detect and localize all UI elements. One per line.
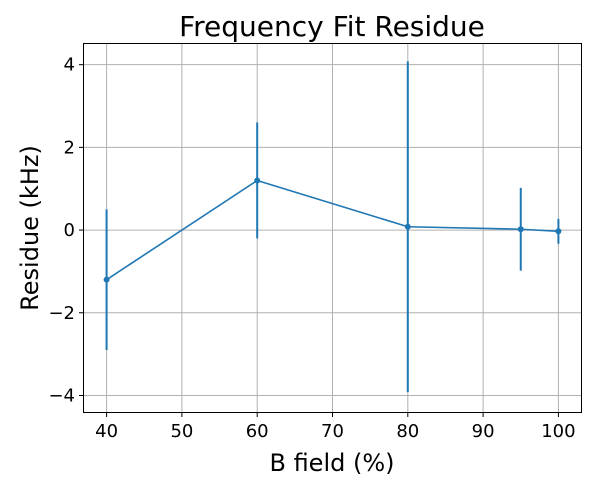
y-tick-label: 0 (64, 220, 75, 241)
data-point (555, 228, 562, 235)
y-tick-label: 4 (64, 55, 75, 76)
x-tick-label: 40 (95, 421, 118, 442)
x-tick-label: 90 (472, 421, 495, 442)
data-point (404, 223, 411, 230)
data-point (254, 177, 261, 184)
series-layer (103, 61, 562, 393)
x-tick-label: 50 (170, 421, 193, 442)
chart-title: Frequency Fit Residue (179, 10, 485, 43)
y-tick-label: −2 (48, 303, 75, 324)
plot-frame (83, 43, 582, 413)
data-point (517, 226, 524, 233)
x-tick-label: 60 (246, 421, 269, 442)
y-tick-label: −4 (48, 385, 75, 406)
grid (84, 44, 581, 412)
x-tick-label: 100 (541, 421, 575, 442)
ticks: 40 50 60 70 80 90 100 −4 −2 0 2 4 (48, 55, 575, 442)
y-tick-label: 2 (64, 137, 75, 158)
data-point (103, 276, 110, 283)
x-tick-label: 80 (396, 421, 419, 442)
x-axis-label: B field (%) (269, 449, 394, 477)
y-axis-label: Residue (kHz) (16, 145, 44, 311)
x-tick-label: 70 (321, 421, 344, 442)
